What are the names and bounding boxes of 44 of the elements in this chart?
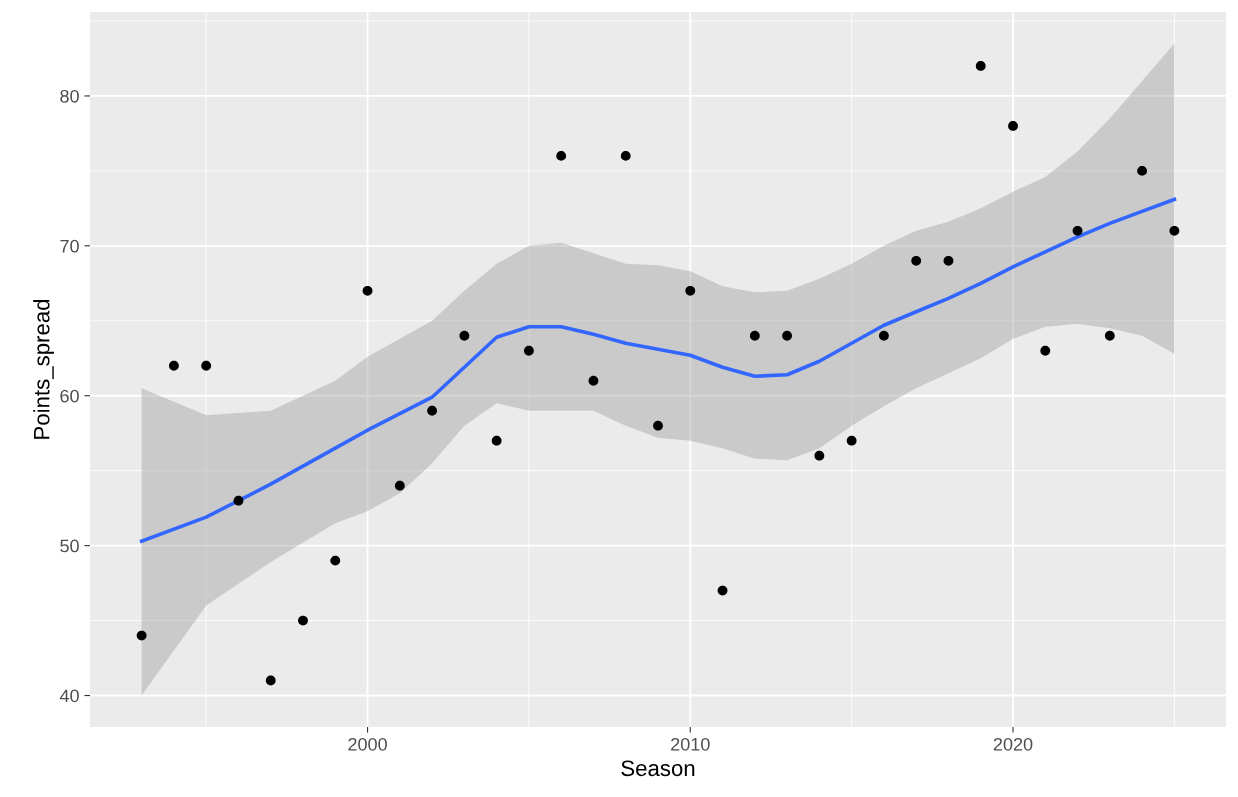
point <box>975 61 986 71</box>
point <box>653 420 663 431</box>
y-tick-label: 40 <box>59 689 79 703</box>
point <box>879 330 889 341</box>
point <box>911 255 922 266</box>
point <box>782 330 792 341</box>
point <box>717 585 728 596</box>
point <box>620 150 631 161</box>
point <box>1169 225 1180 236</box>
point <box>394 480 405 491</box>
point <box>427 405 437 416</box>
point <box>685 285 696 296</box>
point <box>491 435 502 446</box>
point <box>136 630 147 641</box>
y-tick-label: 50 <box>60 539 79 553</box>
point <box>846 435 857 446</box>
point <box>524 345 534 356</box>
line-series <box>139 197 1177 543</box>
point <box>265 675 276 686</box>
x-tick-label: 2000 <box>348 737 387 751</box>
y-axis-title: Points_spread <box>33 299 54 439</box>
point <box>362 285 373 296</box>
y-tick-label: 60 <box>60 389 79 403</box>
point <box>1040 345 1051 356</box>
point <box>588 375 599 386</box>
point <box>330 555 341 566</box>
point <box>169 360 179 371</box>
point <box>749 330 760 341</box>
point <box>233 495 244 506</box>
point <box>1104 330 1115 341</box>
point <box>459 330 470 341</box>
point <box>1008 121 1018 131</box>
point <box>201 360 212 371</box>
x-tick-label: 2010 <box>671 737 710 751</box>
y-tick-label: 80 <box>60 89 79 103</box>
point <box>298 615 308 626</box>
point <box>943 255 954 266</box>
y-tick-label: 70 <box>60 239 79 253</box>
point <box>1072 225 1083 236</box>
point <box>556 150 567 161</box>
point <box>814 450 825 461</box>
point <box>1137 165 1147 176</box>
x-axis-title: Season <box>621 760 695 777</box>
x-tick-label: 2020 <box>993 737 1033 751</box>
